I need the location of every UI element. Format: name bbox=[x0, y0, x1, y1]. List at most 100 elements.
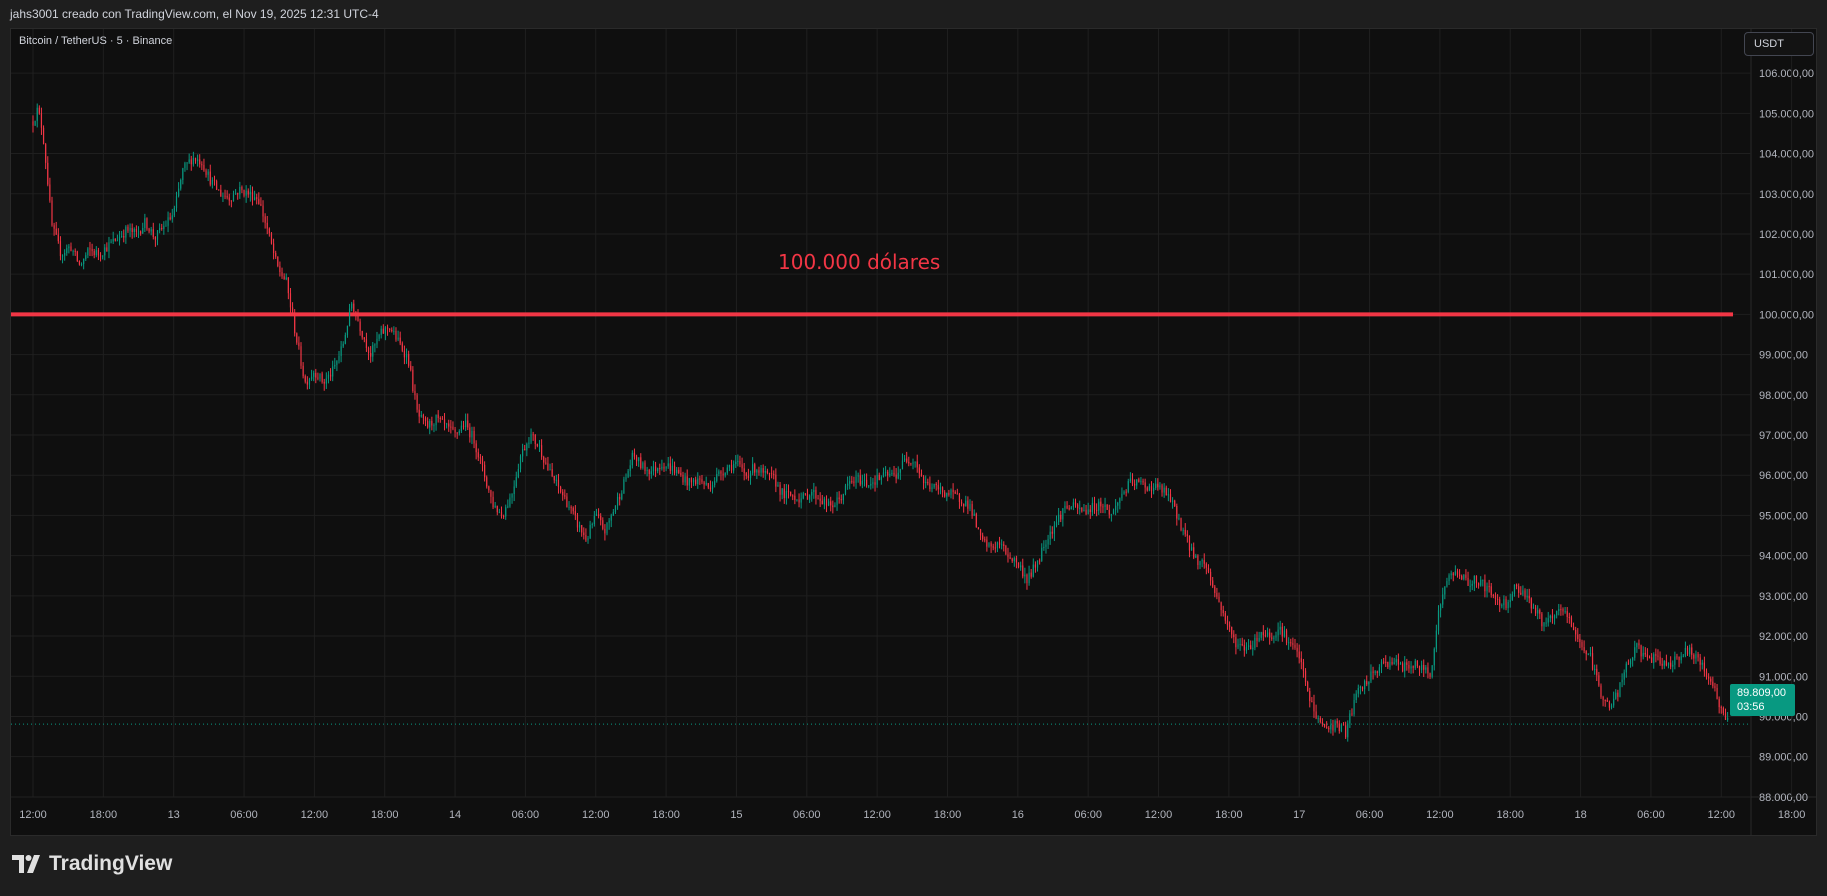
candle-body bbox=[131, 228, 133, 233]
candle-body bbox=[302, 365, 304, 377]
candle-body bbox=[1366, 681, 1368, 685]
currency-button[interactable]: USDT bbox=[1744, 32, 1814, 56]
candle-body bbox=[760, 468, 762, 473]
candle-body bbox=[1212, 580, 1214, 587]
tradingview-logo[interactable]: TradingView bbox=[12, 852, 172, 876]
candle-body bbox=[1347, 723, 1349, 738]
candle-body bbox=[351, 303, 353, 309]
candle-body bbox=[313, 372, 315, 377]
candle-body bbox=[42, 127, 45, 145]
candle-body bbox=[1144, 482, 1146, 488]
candle-body bbox=[1228, 625, 1231, 627]
candle-body bbox=[1100, 501, 1102, 507]
candle-body bbox=[1028, 572, 1030, 584]
candle-body bbox=[420, 415, 422, 417]
candle-body bbox=[460, 425, 462, 432]
candle-body bbox=[186, 162, 188, 164]
candle-body bbox=[872, 482, 874, 484]
candle-body bbox=[1005, 545, 1007, 555]
candle-body bbox=[488, 486, 490, 491]
candle-body bbox=[692, 479, 695, 483]
candle-body bbox=[967, 500, 969, 509]
candle-body bbox=[1024, 574, 1026, 577]
candle-body bbox=[1442, 594, 1444, 605]
candle-body bbox=[1174, 500, 1176, 506]
candle-body bbox=[51, 200, 53, 226]
candle-body bbox=[260, 203, 262, 206]
x-tick-label: 06:00 bbox=[1356, 809, 1384, 821]
candle-body bbox=[137, 231, 140, 233]
candle-body bbox=[515, 477, 517, 487]
price-chart[interactable]: 106.000,00 105.000,00 104.000,00 103.000,00… bbox=[11, 29, 1816, 835]
candle-body bbox=[161, 228, 163, 230]
candle-body bbox=[386, 327, 389, 329]
candle-body bbox=[861, 480, 863, 485]
candle-body bbox=[1393, 662, 1395, 664]
y-tick-label: 102.000,00 bbox=[1759, 229, 1814, 241]
candle-body bbox=[393, 330, 395, 332]
candle-body bbox=[882, 472, 885, 478]
candle-body bbox=[817, 498, 819, 500]
candle-body bbox=[916, 461, 918, 468]
candle-body bbox=[652, 466, 655, 472]
candle-body bbox=[1596, 668, 1598, 676]
candle-body bbox=[946, 493, 948, 497]
candle-body bbox=[1572, 626, 1575, 630]
candle-body bbox=[424, 418, 427, 422]
candle-body bbox=[593, 515, 595, 525]
candle-body bbox=[414, 390, 416, 396]
candle-body bbox=[956, 493, 958, 495]
candle-body bbox=[1146, 487, 1148, 491]
chart-pane[interactable]: 106.000,00 105.000,00 104.000,00 103.000,00… bbox=[10, 28, 1817, 836]
candle-body bbox=[291, 307, 294, 314]
candle-body bbox=[682, 475, 684, 483]
candle-body bbox=[1285, 630, 1288, 643]
candle-body bbox=[180, 179, 182, 189]
candle-body bbox=[199, 159, 201, 165]
candle-body bbox=[963, 503, 965, 507]
candle-body bbox=[519, 456, 522, 469]
candle-body bbox=[446, 423, 448, 425]
candle-body bbox=[1397, 659, 1399, 665]
x-tick-label: 13 bbox=[168, 809, 180, 821]
candle-body bbox=[1509, 599, 1511, 602]
candle-body bbox=[1646, 654, 1649, 658]
candle-body bbox=[1463, 574, 1465, 580]
candle-body bbox=[671, 465, 674, 471]
candle-body bbox=[1167, 494, 1169, 496]
candle-body bbox=[914, 461, 916, 463]
candle-body bbox=[1585, 650, 1587, 655]
candle-body bbox=[578, 525, 581, 528]
candle-body bbox=[638, 457, 640, 462]
candle-body bbox=[536, 443, 538, 447]
candle-body bbox=[975, 513, 977, 528]
candle-body bbox=[384, 327, 387, 334]
candle-body bbox=[38, 107, 40, 114]
candle-body bbox=[1353, 700, 1355, 715]
candle-body bbox=[1277, 629, 1279, 636]
candle-body bbox=[226, 196, 228, 198]
candle-body bbox=[1304, 670, 1307, 683]
last-price-value: 89.809,00 bbox=[1737, 687, 1786, 699]
candle-body bbox=[1421, 664, 1423, 671]
candle-body bbox=[606, 522, 608, 534]
candle-body bbox=[123, 236, 125, 238]
candle-body bbox=[1587, 653, 1589, 655]
y-tick-label: 91.000,00 bbox=[1759, 671, 1808, 683]
candle-body bbox=[952, 489, 954, 493]
candle-body bbox=[998, 542, 1001, 545]
candle-body bbox=[1106, 504, 1108, 510]
y-tick-label: 98.000,00 bbox=[1759, 390, 1808, 402]
candle-body bbox=[564, 495, 566, 497]
candle-body bbox=[359, 321, 361, 332]
candle-body bbox=[1553, 615, 1556, 619]
candle-body bbox=[1454, 571, 1456, 576]
candle-body bbox=[72, 250, 74, 252]
candle-body bbox=[680, 472, 682, 476]
candle-body bbox=[798, 499, 800, 503]
candle-body bbox=[370, 353, 372, 357]
candle-body bbox=[224, 195, 226, 197]
candle-body bbox=[458, 431, 460, 434]
candle-body bbox=[57, 234, 59, 242]
candle-body bbox=[958, 494, 961, 502]
